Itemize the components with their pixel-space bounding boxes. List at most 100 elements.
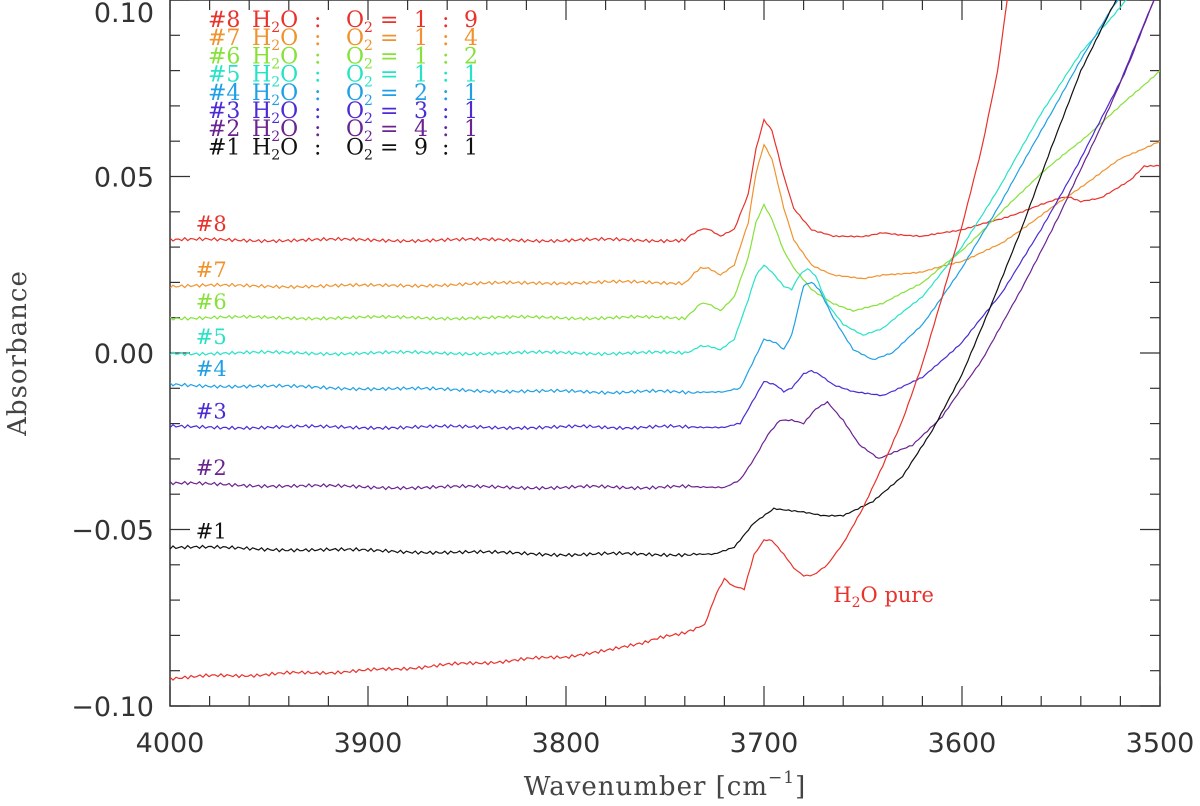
x-tick-label: 3600 xyxy=(928,728,997,759)
legend-ratio-a: 1 xyxy=(414,26,428,51)
legend-o2: O2 xyxy=(346,63,373,91)
legend-equals: = xyxy=(380,26,398,51)
legend-h2o: H2O xyxy=(252,99,298,127)
legend-h2o: H2O xyxy=(252,63,298,91)
legend-separator: : xyxy=(314,44,321,69)
y-tick-label: 0.00 xyxy=(94,339,154,370)
legend-ratio-a: 4 xyxy=(414,117,428,142)
axis-ticks xyxy=(169,0,1161,707)
legend-ratio-b: 4 xyxy=(464,26,478,51)
series-line-5 xyxy=(170,0,1127,357)
x-tick-label: 3700 xyxy=(730,728,799,759)
legend-o2: O2 xyxy=(346,81,373,109)
series-label: #5 xyxy=(196,325,227,349)
x-tick-label: 4000 xyxy=(136,728,205,759)
legend-separator: : xyxy=(314,99,321,124)
series-line-2 xyxy=(170,0,1155,491)
series-label: #4 xyxy=(196,357,227,381)
legend-id: #6 xyxy=(208,44,240,69)
h2o-pure-annotation: H2O pure xyxy=(833,583,934,611)
y-tick-label: 0.10 xyxy=(94,0,154,29)
legend-h2o: H2O xyxy=(252,8,298,36)
legend-equals: = xyxy=(380,135,398,160)
legend-ratio-a: 1 xyxy=(414,8,428,33)
series-label: #8 xyxy=(196,212,227,236)
series-line-8 xyxy=(170,117,1160,244)
legend-separator: : xyxy=(314,26,321,51)
legend-separator: : xyxy=(314,135,321,160)
series-label: #1 xyxy=(196,519,227,543)
legend-separator: : xyxy=(314,8,321,33)
legend-entry: #5 H2O: O2 = 1:1 xyxy=(208,63,478,91)
legend-ratio-b: 9 xyxy=(464,8,478,33)
legend-colon: : xyxy=(442,135,449,160)
legend-ratio-b: 1 xyxy=(464,135,478,160)
legend-equals: = xyxy=(380,99,398,124)
legend-entry: #2 H2O: O2 = 4:1 xyxy=(208,117,478,145)
series-label: #6 xyxy=(196,290,227,314)
legend-id: #5 xyxy=(208,63,240,88)
series-line-4 xyxy=(170,0,1119,396)
legend-equals: = xyxy=(380,8,398,33)
legend-h2o: H2O xyxy=(252,117,298,145)
axis-tick-labels: 4000 3900 3800 3700 3600 3500 −0.10 −0.05 0.00 0.… xyxy=(71,0,1194,759)
series-label: #2 xyxy=(196,456,227,480)
legend-o2: O2 xyxy=(346,8,373,36)
series-line-7 xyxy=(170,140,1160,290)
series-labels: #8 #7 #6 #5 #4 #3 #2 #1 xyxy=(196,212,227,543)
legend-o2: O2 xyxy=(346,26,373,54)
legend-colon: : xyxy=(442,117,449,142)
series-line-1 xyxy=(170,0,1117,558)
legend-colon: : xyxy=(442,63,449,88)
legend-ratio-a: 1 xyxy=(414,63,428,88)
legend-colon: : xyxy=(442,99,449,124)
legend-separator: : xyxy=(314,63,321,88)
legend-h2o: H2O xyxy=(252,135,298,163)
legend-o2: O2 xyxy=(346,135,373,163)
x-tick-label: 3900 xyxy=(334,728,403,759)
y-tick-label: −0.10 xyxy=(71,692,154,723)
legend-o2: O2 xyxy=(346,44,373,72)
legend-colon: : xyxy=(442,44,449,69)
legend-entry: #1 H2O: O2 = 9:1 xyxy=(208,135,478,163)
legend-ratio-b: 1 xyxy=(464,117,478,142)
legend-equals: = xyxy=(380,44,398,69)
legend-colon: : xyxy=(442,26,449,51)
legend-ratio-b: 1 xyxy=(464,81,478,106)
legend-ratio-b: 1 xyxy=(464,99,478,124)
y-axis-title: Absorbance xyxy=(3,270,33,437)
legend-equals: = xyxy=(380,117,398,142)
series-line-6 xyxy=(170,70,1160,321)
legend-id: #4 xyxy=(208,81,240,106)
series-label: #7 xyxy=(196,258,227,282)
legend-ratio-a: 3 xyxy=(414,99,428,124)
legend-h2o: H2O xyxy=(252,44,298,72)
legend-entry: #4 H2O: O2 = 2:1 xyxy=(208,81,478,109)
legend-ratio-b: 1 xyxy=(464,63,478,88)
x-tick-label: 3800 xyxy=(532,728,601,759)
series-layer xyxy=(170,0,1160,681)
series-label: #3 xyxy=(196,399,227,423)
x-axis-title: Wavenumber [cm−1] xyxy=(524,768,807,802)
y-tick-label: −0.05 xyxy=(71,516,154,547)
legend-entry: #7 H2O: O2 = 1:4 xyxy=(208,26,478,54)
series-line-3 xyxy=(170,0,1155,431)
legend-ratio-b: 2 xyxy=(464,44,478,69)
y-tick-label: 0.05 xyxy=(94,163,154,194)
legend-equals: = xyxy=(380,81,398,106)
legend-separator: : xyxy=(314,81,321,106)
legend-colon: : xyxy=(442,81,449,106)
legend-id: #8 xyxy=(208,8,240,33)
series-line-pure xyxy=(170,0,1008,681)
legend-ratio-a: 2 xyxy=(414,81,428,106)
legend-entry: #6 H2O: O2 = 1:2 xyxy=(208,44,478,72)
legend-h2o: H2O xyxy=(252,81,298,109)
legend-colon: : xyxy=(442,8,449,33)
legend-o2: O2 xyxy=(346,99,373,127)
legend-id: #3 xyxy=(208,99,240,124)
legend: #8 H2O: O2 = 1:9#7 H2O: O2 = 1:4#6 H2O: O2 = 1:2#5 H2… xyxy=(208,8,478,163)
legend-id: #2 xyxy=(208,117,240,142)
legend-ratio-a: 9 xyxy=(414,135,428,160)
legend-o2: O2 xyxy=(346,117,373,145)
